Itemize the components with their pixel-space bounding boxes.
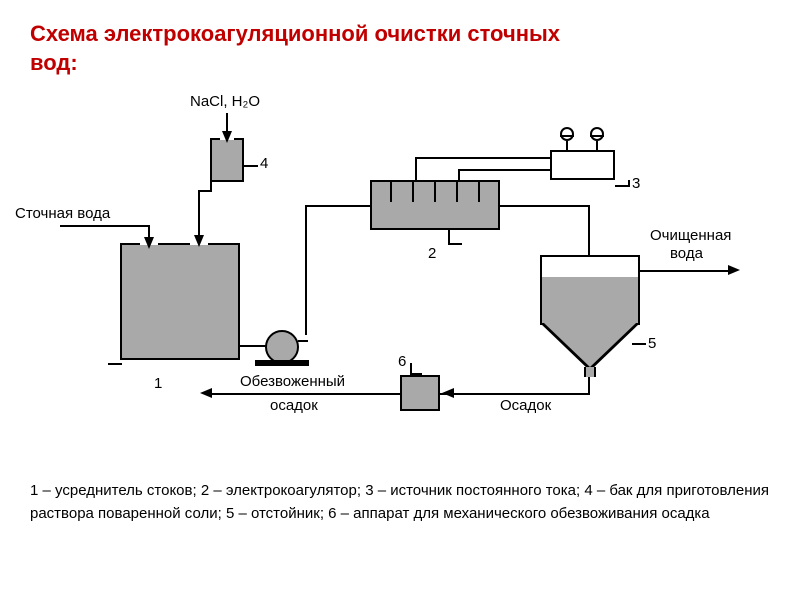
plate3 (434, 180, 436, 202)
title-line1: Схема электрокоагуляционной очистки сточ… (30, 21, 560, 46)
pump-icon (265, 330, 299, 364)
tick2v (448, 230, 450, 244)
dewatered-label: Обезвоженный (240, 373, 345, 390)
settler-cone-fill (544, 323, 636, 367)
tick3 (615, 185, 629, 187)
term1-slash (560, 135, 574, 137)
purified-line (640, 270, 730, 272)
tick2 (448, 243, 462, 245)
plate5 (478, 180, 480, 202)
num4: 4 (260, 155, 268, 172)
num3: 3 (632, 175, 640, 192)
settler-water (542, 277, 638, 325)
wire-down1 (415, 157, 417, 181)
tick3v (628, 180, 630, 187)
purified-label: Очищенная (650, 227, 731, 244)
t4-out-v (210, 170, 212, 190)
term2-line (596, 141, 598, 151)
plate2 (412, 180, 414, 202)
wire-top (415, 157, 551, 159)
nacl-arrow-icon (222, 131, 232, 143)
brine-tank (210, 140, 244, 182)
ec-to-settler-h (500, 205, 590, 207)
sediment-label: Осадок (500, 397, 551, 414)
pump-out-stub (298, 340, 308, 342)
dewatered-arrow-icon (200, 388, 212, 398)
purified-arrow-icon (728, 265, 740, 275)
term1-line (566, 141, 568, 151)
dewatering-unit (400, 375, 440, 411)
equalization-tank (120, 245, 240, 360)
num2: 2 (428, 245, 436, 262)
legend-text: 1 – усреднитель стоков; 2 – электрокоагу… (30, 480, 770, 525)
tick4 (244, 165, 258, 167)
settler-outlet (584, 367, 596, 377)
dewatered-line (210, 393, 402, 395)
sed-arrow-icon (442, 388, 454, 398)
num5: 5 (648, 335, 656, 352)
sludge-label: осадок (270, 397, 318, 414)
wire-down2 (458, 169, 460, 181)
water-label: вода (670, 245, 703, 262)
terminal2-icon (590, 127, 604, 141)
sed-h (440, 393, 590, 395)
t1-pump-line (240, 345, 266, 347)
num6: 6 (398, 353, 406, 370)
power-supply (550, 150, 615, 180)
inlet-line (60, 225, 148, 227)
tick5 (632, 343, 646, 345)
terminal1-icon (560, 127, 574, 141)
term2-slash (590, 135, 604, 137)
pump-to-ec (305, 205, 371, 207)
tick1 (108, 363, 122, 365)
t4-to-t1-v (198, 190, 200, 238)
plate1 (390, 180, 392, 202)
wastewater-label: Сточная вода (15, 205, 110, 222)
t4-out-h (198, 190, 212, 192)
title-line2: вод: (30, 50, 78, 75)
inlet-arrow-icon (144, 237, 154, 249)
diagram-canvas: Сточная вода NaCl, H₂O 4 1 2 3 (60, 95, 740, 455)
tick6v (410, 363, 412, 375)
page-title: Схема электрокоагуляционной очистки сточ… (30, 20, 770, 77)
wire-bot (458, 169, 552, 171)
num1: 1 (154, 375, 162, 392)
nacl-label: NaCl, H₂O (190, 93, 260, 110)
pump-base (255, 360, 309, 366)
plate4 (456, 180, 458, 202)
ec-to-settler-v (588, 205, 590, 257)
pump-up (305, 205, 307, 335)
t4-arrow-icon (194, 235, 204, 247)
